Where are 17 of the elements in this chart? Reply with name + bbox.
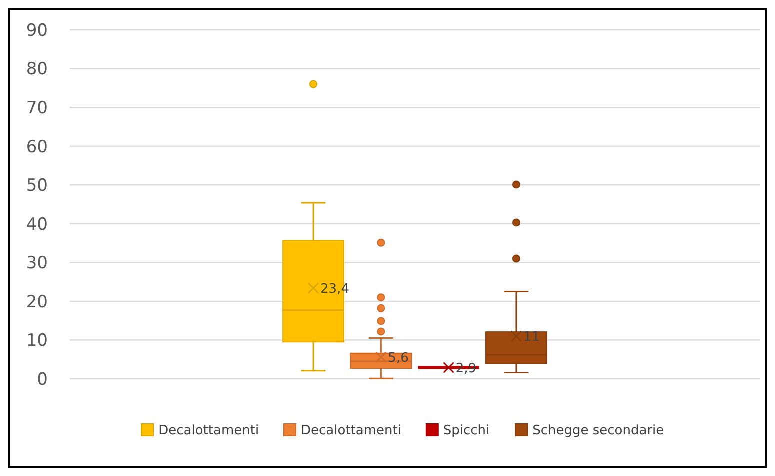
legend-label: Schegge secondarie: [532, 424, 664, 439]
legend-label: Decalottamenti: [301, 424, 402, 439]
y-tick-label: 40: [26, 214, 48, 235]
y-tick-label: 50: [26, 176, 48, 196]
y-tick-label: 80: [26, 60, 48, 80]
y-tick-label: 90: [26, 20, 48, 41]
y-tick-label: 20: [26, 292, 48, 312]
y-tick-label: 10: [26, 331, 48, 352]
legend-label: Spicchi: [443, 424, 490, 439]
y-tick-label: 0: [37, 370, 48, 390]
annotation: 5,6: [388, 350, 409, 366]
y-tick-label: 30: [26, 254, 48, 274]
annotation: 2,9: [456, 361, 477, 376]
legend-label: Decalottamenti: [158, 424, 260, 439]
annotation: 11: [523, 330, 540, 345]
y-tick-label: 70: [26, 98, 48, 119]
y-tick-label: 60: [26, 137, 48, 158]
